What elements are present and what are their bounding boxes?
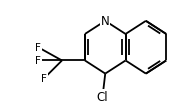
Text: N: N — [101, 15, 110, 28]
Text: F: F — [35, 56, 41, 66]
Text: Cl: Cl — [97, 90, 108, 103]
Text: F: F — [35, 43, 41, 53]
Text: F: F — [41, 73, 47, 83]
